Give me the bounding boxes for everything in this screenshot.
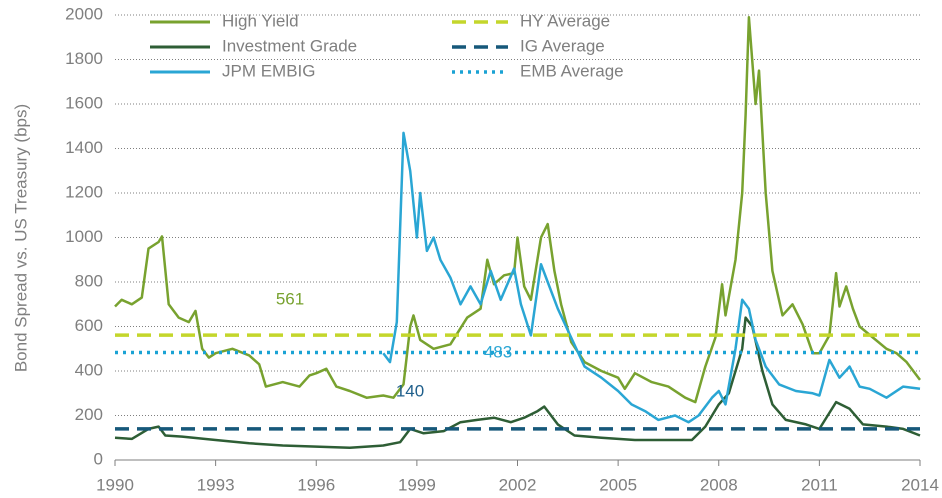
legend-label: HY Average: [520, 11, 610, 30]
y-tick-label: 1200: [65, 182, 103, 201]
legend-label: High Yield: [222, 11, 299, 30]
x-tick-label: 2002: [499, 475, 537, 494]
average-label: 561: [276, 289, 304, 308]
y-axis-label: Bond Spread vs. US Treasury (bps): [11, 104, 30, 372]
y-tick-label: 2000: [65, 4, 103, 23]
x-tick-label: 2005: [599, 475, 637, 494]
x-tick-label: 1990: [96, 475, 134, 494]
y-tick-label: 200: [75, 405, 103, 424]
series-line: [114, 15, 921, 404]
series-line: [114, 316, 921, 450]
x-tick-label: 2008: [700, 475, 738, 494]
y-tick-label: 600: [75, 316, 103, 335]
legend-label: EMB Average: [520, 61, 624, 80]
x-tick-label: 1999: [398, 475, 436, 494]
y-tick-label: 1400: [65, 138, 103, 157]
y-tick-label: 0: [94, 449, 103, 468]
average-label: 483: [484, 342, 512, 361]
legend-label: JPM EMBIG: [222, 61, 316, 80]
y-tick-label: 400: [75, 360, 103, 379]
x-tick-label: 1996: [297, 475, 335, 494]
y-tick-label: 1000: [65, 227, 103, 246]
x-tick-label: 2014: [901, 475, 939, 494]
x-tick-label: 1993: [197, 475, 235, 494]
y-tick-label: 1600: [65, 93, 103, 112]
y-tick-label: 800: [75, 271, 103, 290]
y-tick-label: 1800: [65, 49, 103, 68]
x-tick-label: 2011: [801, 475, 838, 494]
legend-label: IG Average: [520, 36, 605, 55]
series-line: [382, 131, 921, 424]
average-label: 140: [396, 381, 424, 400]
legend-label: Investment Grade: [222, 36, 357, 55]
